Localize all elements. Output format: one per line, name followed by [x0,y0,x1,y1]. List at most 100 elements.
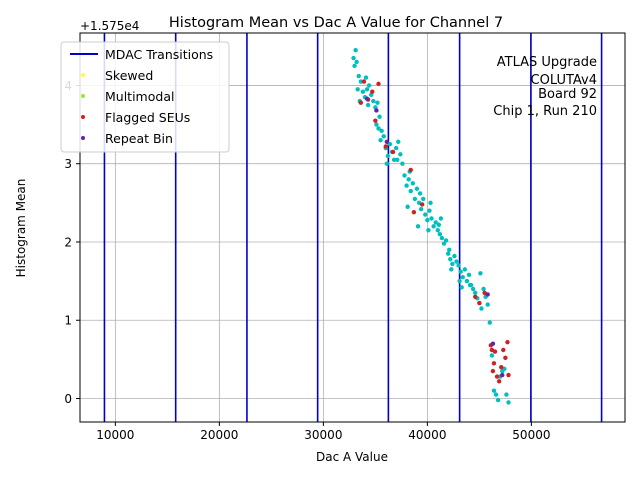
data-point [421,196,426,202]
data-point [473,290,478,296]
x-tick-label: 40000 [408,428,446,442]
data-point [485,292,490,297]
data-point [414,186,420,191]
legend-item-flagged-seus: Flagged SEUs [81,110,190,125]
x-axis-label: Dac A Value [316,450,388,464]
legend-item-skewed: Skewed [81,68,153,83]
data-point [485,302,490,307]
data-point [495,397,501,403]
data-point [470,286,476,292]
data-point [427,208,432,213]
data-point [464,278,470,284]
data-point [433,220,438,225]
data-point [436,222,442,227]
data-point [415,224,421,229]
legend-marker-icon [81,136,85,140]
data-point [445,251,451,256]
data-point [370,89,375,94]
data-point [395,157,400,162]
data-point [356,73,361,79]
grid-lines [80,33,625,422]
data-points [351,48,511,405]
data-point [374,108,379,113]
data-point [496,379,502,384]
annotation-line: COLUTAv4 [531,73,597,88]
data-point [489,353,495,358]
data-point [449,267,454,272]
data-point [479,306,484,311]
data-point [379,128,384,134]
data-point [375,100,380,105]
data-point [417,191,423,196]
data-point [466,272,472,278]
data-point [500,372,505,378]
legend-box [60,41,230,153]
legend-marker-icon [81,73,85,77]
data-point [473,294,478,299]
data-point [428,200,433,206]
legend-label: Repeat Bin [105,131,173,146]
data-point [439,235,445,241]
data-point [426,228,431,233]
data-point [358,100,364,105]
y-tick-label: 1 [64,314,72,328]
data-point [402,173,407,178]
data-point [478,271,483,276]
data-point [493,392,499,397]
data-point [462,267,468,272]
data-point [363,75,369,80]
data-point [351,55,356,61]
data-point [408,188,413,194]
data-point [358,79,364,84]
data-point [353,48,358,53]
data-point [378,138,383,143]
legend-label: Flagged SEUs [105,110,190,125]
annotation-line: Board 92 [538,87,597,102]
data-point [423,212,428,217]
data-point [431,224,436,229]
x-tick-label: 50000 [512,428,550,442]
legend-marker-icon [81,94,85,98]
legend-item-repeat-bin: Repeat Bin [81,131,173,146]
data-point [383,144,388,149]
data-point [505,339,510,345]
series-flagged-seus [358,79,511,384]
data-point [381,134,386,139]
data-point [490,341,496,346]
data-point [506,372,511,378]
chart-title: Histogram Mean vs Dac A Value for Channe… [169,15,503,31]
annotation-line: Chip 1, Run 210 [493,104,597,119]
data-point [490,368,496,374]
data-point [391,157,397,162]
y-tick-label: 3 [64,157,72,171]
data-point [361,79,367,84]
run-annotation: ATLAS Upgrade COLUTAv4 Board 92 Chip 1, … [493,55,597,119]
series-repeat-bin [364,96,505,378]
y-tick-label: 0 [64,392,72,406]
data-point [477,300,482,306]
data-point [387,141,393,147]
data-point [448,256,453,262]
data-point [366,83,372,88]
legend-item-multimodal: Multimodal [81,89,174,104]
data-point [400,161,405,166]
data-point [450,261,455,267]
data-point [491,361,497,366]
data-point [374,122,379,127]
data-point [408,167,413,173]
data-point [354,59,359,65]
data-point [418,206,424,212]
data-point [456,263,461,268]
data-point [437,231,443,237]
data-point [352,63,357,69]
data-point [494,374,500,379]
data-point [410,181,416,186]
data-point [406,177,411,182]
x-tick-label: 30000 [304,428,342,442]
data-point [435,228,440,233]
data-point [404,183,409,188]
data-point [443,238,449,243]
data-point [504,392,509,397]
data-point [385,153,391,159]
